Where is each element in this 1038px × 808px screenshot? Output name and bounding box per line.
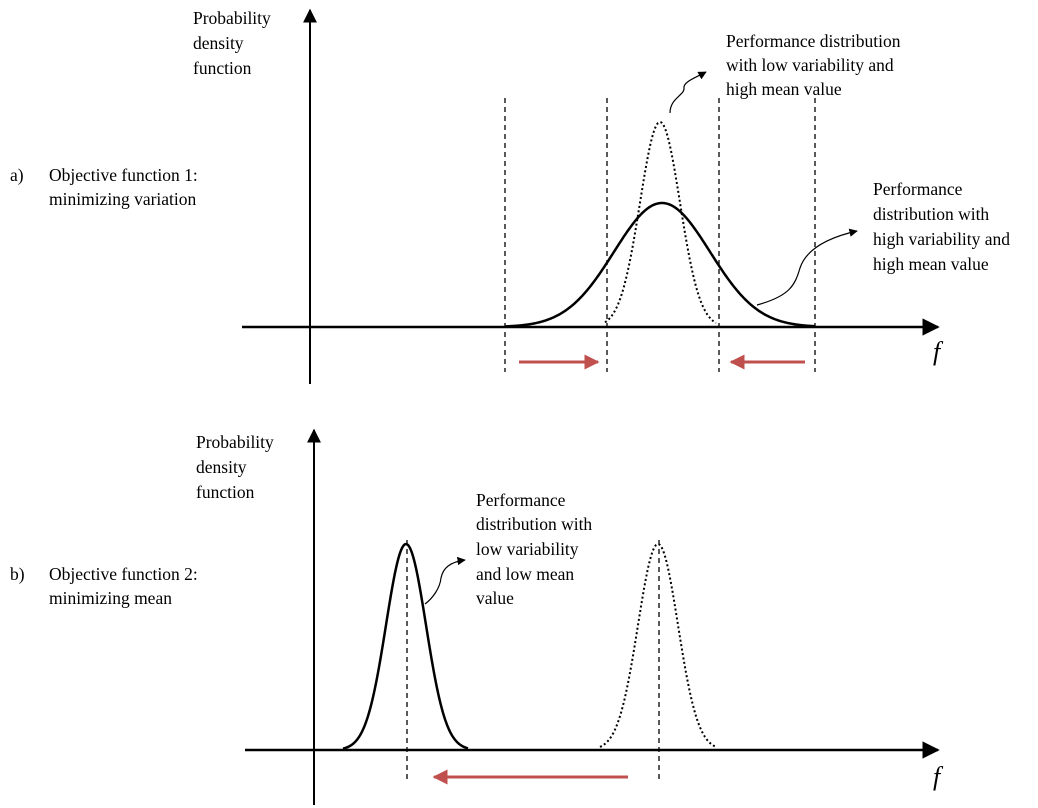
panel-a: Probability density function a) Objectiv… xyxy=(10,8,1010,384)
panel-b-annotation-line1: Performance xyxy=(476,490,566,510)
panel-a-annotation-wide-line4: high mean value xyxy=(873,254,989,274)
panel-a-annotation-wide-pointer xyxy=(756,228,858,306)
panel-a-title-line1: Objective function 1: xyxy=(49,165,198,185)
panel-a-annotation-narrow-line2: with low variability and xyxy=(726,55,894,75)
panel-a-annotation-narrow-line3: high mean value xyxy=(726,79,842,99)
panel-b-label: b) xyxy=(10,564,25,584)
panel-a-annotation-wide-line1: Performance xyxy=(873,179,963,199)
panel-b-title-line2: minimizing mean xyxy=(49,588,172,608)
panel-b-y-axis-label-line2: density xyxy=(196,457,247,477)
panel-a-label: a) xyxy=(10,165,24,185)
panel-b-annotation-pointer xyxy=(424,556,466,605)
panel-a-annotation-wide-line2: distribution with xyxy=(873,204,989,224)
panel-a-wide-distribution-curve xyxy=(504,201,816,328)
panel-b-title-line1: Objective function 2: xyxy=(49,564,198,584)
panel-a-annotation-wide-line3: high variability and xyxy=(873,229,1010,249)
panel-a-title-line2: minimizing variation xyxy=(49,189,197,209)
panel-a-x-axis-symbol: f xyxy=(933,337,944,366)
panel-b-y-axis-label-line3: function xyxy=(196,482,255,502)
panel-b-annotation-line2: distribution with xyxy=(476,514,592,534)
panel-a-y-axis-label-line2: density xyxy=(193,33,244,53)
panel-a-y-axis-label-line1: Probability xyxy=(193,8,271,28)
panel-b-annotation-line5: value xyxy=(476,588,514,608)
panel-b-low-mean-distribution-curve xyxy=(342,542,469,750)
panel-b: Probability density function b) Objectiv… xyxy=(10,428,944,805)
panel-b-high-mean-distribution-curve xyxy=(599,542,717,748)
panel-a-annotation-narrow-line1: Performance distribution xyxy=(726,31,901,51)
panel-a-y-axis-label-line3: function xyxy=(193,58,252,78)
panel-a-annotation-narrow-pointer xyxy=(669,71,707,114)
panel-b-y-axis-label-line1: Probability xyxy=(196,432,274,452)
panel-b-x-axis-symbol: f xyxy=(933,762,944,791)
panel-a-narrow-distribution-curve xyxy=(604,120,717,324)
panel-b-annotation-line3: low variability xyxy=(476,539,579,559)
panel-b-annotation-line4: and low mean xyxy=(476,564,574,584)
